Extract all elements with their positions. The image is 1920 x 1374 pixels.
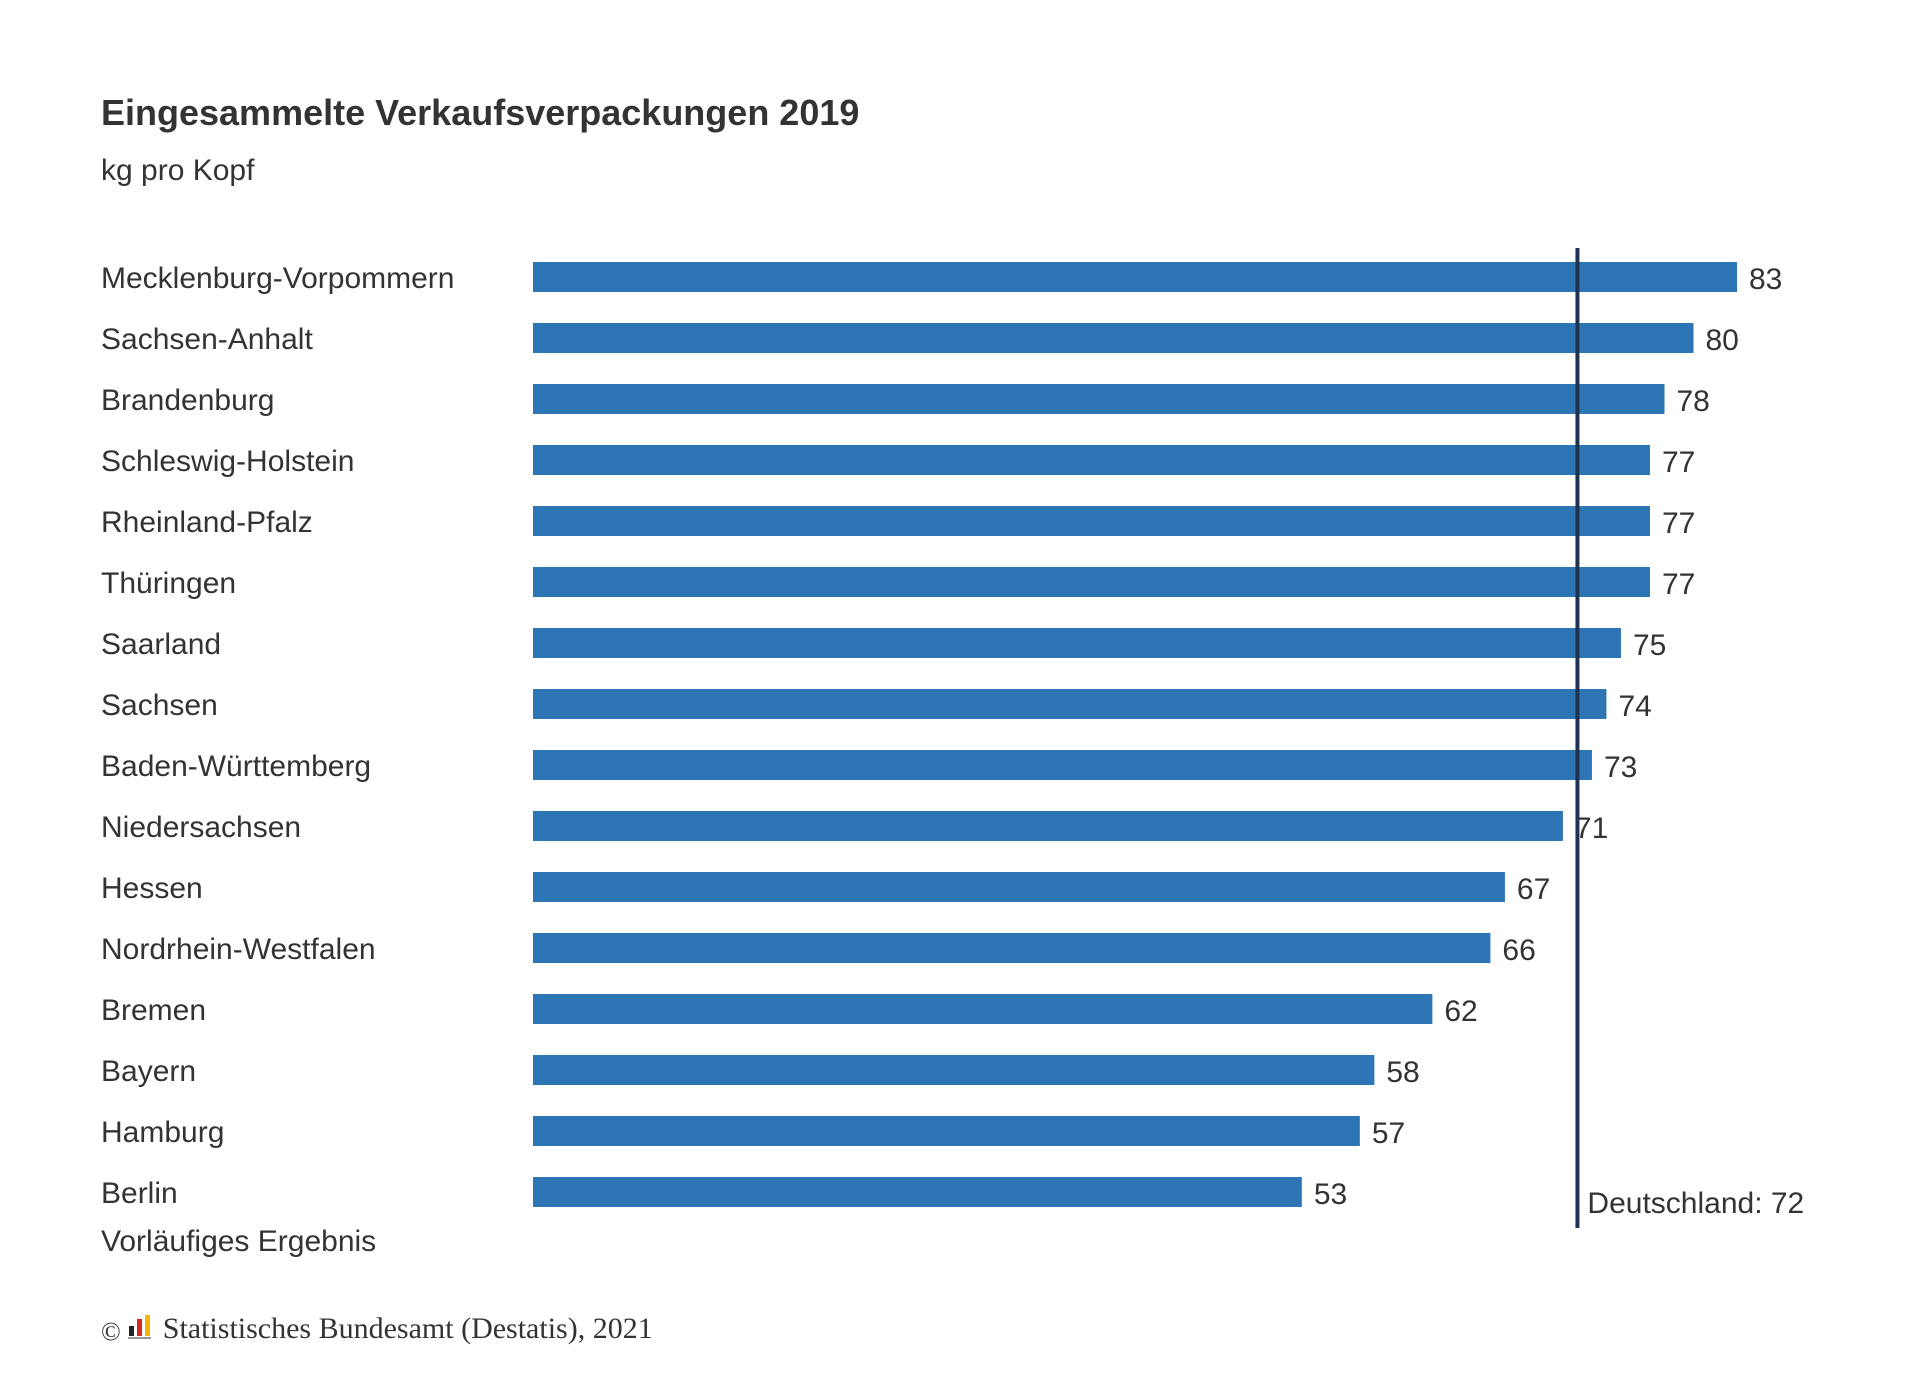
category-label: Bremen <box>101 994 206 1027</box>
chart-note: Vorläufiges Ergebnis <box>101 1225 377 1258</box>
bars <box>533 262 1737 1207</box>
category-label: Mecklenburg-Vorpommern <box>101 262 454 295</box>
bar <box>533 567 1650 597</box>
value-labels: 83 80 78 77 77 77 75 74 73 71 67 66 62 58 57 53 <box>1314 263 1783 1211</box>
value-label: 62 <box>1444 995 1477 1028</box>
category-label: Baden-Württemberg <box>101 750 371 783</box>
value-label: 78 <box>1676 385 1709 418</box>
chart-title: Eingesammelte Verkaufsverpackungen 2019 <box>101 92 860 133</box>
source-line: © Statistisches Bundesamt (Destatis), 20… <box>101 1312 653 1346</box>
bar <box>533 811 1563 841</box>
value-label: 77 <box>1662 568 1695 601</box>
bar <box>533 506 1650 536</box>
destatis-logo-icon <box>127 1315 151 1339</box>
bar <box>533 933 1491 963</box>
value-label: 73 <box>1604 751 1637 784</box>
category-label: Niedersachsen <box>101 811 301 844</box>
bar <box>533 994 1433 1024</box>
reference-line-group: Deutschland: 72 <box>1575 248 1804 1228</box>
category-label: Sachsen-Anhalt <box>101 323 313 356</box>
bar <box>533 1116 1360 1146</box>
value-label: 77 <box>1662 446 1695 479</box>
chart-subtitle: kg pro Kopf <box>101 154 255 187</box>
category-label: Schleswig-Holstein <box>101 445 354 478</box>
category-labels: Mecklenburg-Vorpommern Sachsen-Anhalt Bran… <box>101 262 454 1210</box>
value-label: 58 <box>1386 1056 1419 1089</box>
reference-line-label: Deutschland: 72 <box>1587 1187 1804 1220</box>
category-label: Hamburg <box>101 1116 224 1149</box>
category-label: Berlin <box>101 1177 178 1210</box>
bar <box>533 323 1694 353</box>
category-label: Sachsen <box>101 689 218 722</box>
value-label: 71 <box>1575 812 1608 845</box>
source-text: Statistisches Bundesamt (Destatis), 2021 <box>162 1312 653 1345</box>
copyright-symbol: © <box>101 1317 121 1346</box>
category-label: Bayern <box>101 1055 196 1088</box>
bar <box>533 445 1650 475</box>
bar <box>533 628 1621 658</box>
value-label: 77 <box>1662 507 1695 540</box>
value-label: 75 <box>1633 629 1666 662</box>
value-label: 53 <box>1314 1178 1347 1211</box>
bar <box>533 1177 1302 1207</box>
category-label: Rheinland-Pfalz <box>101 506 313 539</box>
bar <box>533 872 1505 902</box>
value-label: 67 <box>1517 873 1550 906</box>
bar <box>533 750 1592 780</box>
category-label: Brandenburg <box>101 384 274 417</box>
bar <box>533 1055 1375 1085</box>
bar <box>533 262 1737 292</box>
value-label: 66 <box>1502 934 1535 967</box>
bar <box>533 384 1665 414</box>
value-label: 74 <box>1618 690 1651 723</box>
category-label: Thüringen <box>101 567 236 600</box>
value-label: 83 <box>1749 263 1782 296</box>
category-label: Saarland <box>101 628 221 661</box>
value-label: 57 <box>1372 1117 1405 1150</box>
value-label: 80 <box>1705 324 1738 357</box>
category-label: Hessen <box>101 872 203 905</box>
category-label: Nordrhein-Westfalen <box>101 933 376 966</box>
bar <box>533 689 1607 719</box>
